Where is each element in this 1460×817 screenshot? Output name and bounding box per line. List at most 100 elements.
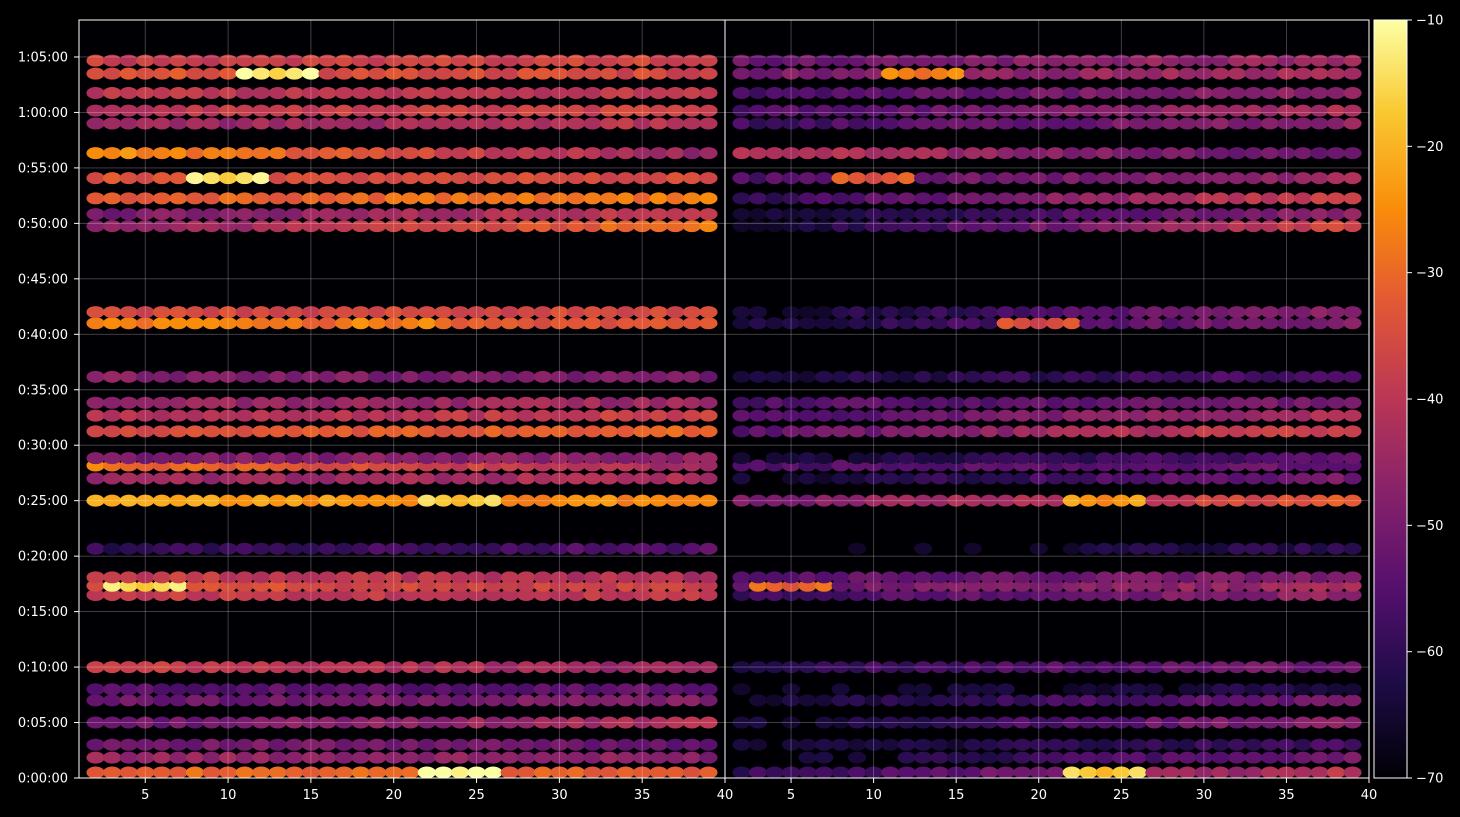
heatmap-cell — [1227, 751, 1246, 764]
heatmap-cell — [450, 396, 470, 409]
heatmap-cell — [1128, 172, 1147, 185]
heatmap-cell — [152, 766, 171, 779]
heatmap-cell — [1013, 588, 1032, 601]
heatmap-cell — [301, 409, 321, 422]
heatmap-cell — [268, 683, 287, 696]
heatmap-cell — [1277, 738, 1296, 751]
heatmap-cell — [334, 571, 354, 584]
heatmap-cell — [169, 542, 188, 555]
heatmap-cell — [268, 542, 287, 555]
heatmap-cell — [152, 661, 171, 674]
heatmap-cell — [699, 579, 718, 592]
heatmap-cell — [86, 472, 105, 485]
heatmap-cell — [566, 208, 586, 221]
heatmap-cell — [152, 147, 171, 160]
heatmap-cell — [301, 317, 321, 330]
heatmap-cell — [434, 192, 453, 205]
heatmap-cell — [500, 425, 519, 438]
heatmap-cell — [235, 409, 254, 422]
heatmap-cell — [1178, 694, 1197, 707]
heatmap-cell — [963, 147, 982, 160]
heatmap-cell — [963, 738, 982, 751]
heatmap-cell — [218, 87, 238, 100]
heatmap-cell — [500, 147, 519, 160]
heatmap-cell — [434, 220, 453, 233]
heatmap-cell — [1013, 738, 1032, 751]
heatmap-cell — [633, 571, 652, 584]
heatmap-cell — [417, 67, 436, 80]
heatmap-cell — [1161, 192, 1180, 205]
heatmap-cell — [1244, 370, 1263, 383]
heatmap-cell — [1029, 542, 1048, 555]
heatmap-cell — [1013, 208, 1032, 221]
heatmap-cell — [334, 370, 354, 383]
heatmap-cell — [218, 751, 238, 764]
heatmap-cell — [103, 192, 122, 205]
heatmap-cell — [351, 220, 370, 233]
heatmap-cell — [1194, 117, 1213, 130]
heatmap-cell — [467, 396, 486, 409]
heatmap-cell — [384, 542, 403, 555]
heatmap-cell — [1145, 370, 1164, 383]
heatmap-cell — [1029, 172, 1048, 185]
heatmap-cell — [814, 716, 834, 729]
heatmap-cell — [1095, 306, 1114, 319]
heatmap-cell — [119, 661, 138, 674]
heatmap-cell — [136, 579, 155, 592]
heatmap-cell — [748, 738, 768, 751]
heatmap-cell — [1211, 370, 1230, 383]
heatmap-cell — [583, 147, 602, 160]
heatmap-cell — [599, 494, 619, 507]
heatmap-cell — [483, 542, 503, 555]
heatmap-cell — [1227, 694, 1246, 707]
heatmap-cell — [152, 571, 171, 584]
heatmap-cell — [533, 738, 552, 751]
heatmap-cell — [1343, 220, 1362, 233]
heatmap-cell — [1128, 396, 1147, 409]
heatmap-cell — [301, 452, 321, 465]
heatmap-cell — [368, 716, 387, 729]
heatmap-cell — [947, 409, 966, 422]
heatmap-cell — [1244, 588, 1263, 601]
heatmap-cell — [649, 317, 668, 330]
heatmap-cell — [914, 220, 933, 233]
heatmap-cell — [1244, 716, 1263, 729]
heatmap-cell — [798, 588, 817, 601]
heatmap-cell — [533, 370, 552, 383]
heatmap-cell — [185, 208, 205, 221]
heatmap-cell — [268, 452, 287, 465]
gridlines — [79, 20, 1370, 779]
heatmap-cell — [781, 306, 801, 319]
heatmap-cell — [1062, 683, 1081, 696]
heatmap-cell — [848, 694, 867, 707]
heatmap-cell — [897, 494, 916, 507]
heatmap-cell — [566, 766, 586, 779]
heatmap-cell — [334, 472, 354, 485]
heatmap-cell — [351, 716, 370, 729]
heatmap-cell — [1079, 147, 1098, 160]
heatmap-cell — [1343, 661, 1362, 674]
heatmap-cell — [616, 104, 635, 117]
heatmap-cell — [1062, 220, 1081, 233]
heatmap-cell — [401, 472, 420, 485]
heatmap-cell — [1343, 751, 1362, 764]
x-tick-label: 25 — [1113, 788, 1130, 803]
heatmap-cell — [914, 683, 933, 696]
heatmap-cell — [633, 306, 652, 319]
heatmap-cell — [152, 588, 171, 601]
heatmap-cell — [963, 117, 982, 130]
heatmap-cell — [285, 683, 304, 696]
heatmap-cell — [368, 452, 387, 465]
heatmap-cell — [947, 147, 966, 160]
heatmap-cell — [152, 54, 171, 67]
x-tick-label: 20 — [385, 788, 402, 803]
heatmap-cell — [848, 220, 867, 233]
heatmap-cell — [649, 67, 668, 80]
heatmap-cell — [384, 579, 403, 592]
heatmap-cell — [583, 54, 602, 67]
heatmap-cell — [1343, 208, 1362, 221]
heatmap-cell — [1029, 716, 1048, 729]
heatmap-cell — [1079, 542, 1098, 555]
heatmap-cell — [781, 104, 801, 117]
